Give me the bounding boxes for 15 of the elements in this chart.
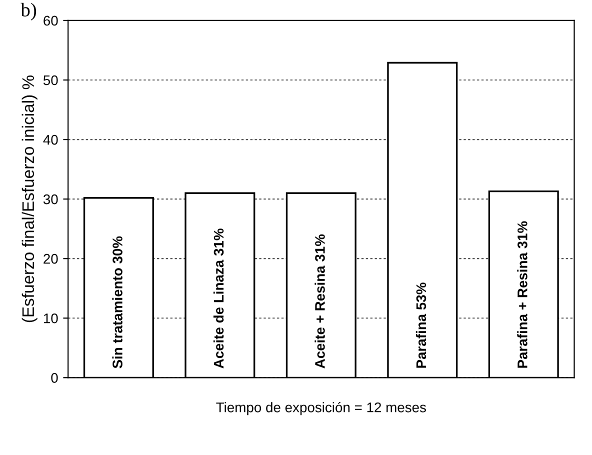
y-tick-label: 30 bbox=[43, 194, 58, 204]
data-label: Parafina 53% bbox=[416, 282, 426, 368]
y-tick-label: 60 bbox=[44, 16, 58, 26]
y-tick-label: 50 bbox=[43, 75, 58, 86]
data-label: Aceite + Resina 31% bbox=[314, 234, 325, 368]
y-tick-label: 40 bbox=[43, 134, 58, 145]
y-tick-label: 10 bbox=[44, 313, 58, 324]
x-axis-title: Tiempo de exposición = 12 meses bbox=[216, 402, 426, 416]
y-axis-title: (Esfuerzo final/Esfuerzo inicial) % bbox=[22, 76, 38, 322]
data-label: Aceite de Linaza 31% bbox=[213, 228, 224, 368]
data-label: Parafina + Resina 31% bbox=[517, 221, 528, 368]
y-tick-label: 0 bbox=[51, 372, 58, 383]
text: b) bbox=[20, 2, 36, 20]
data-label: Sin tratamiento 30% bbox=[112, 236, 122, 368]
y-tick-label: 20 bbox=[44, 254, 58, 264]
